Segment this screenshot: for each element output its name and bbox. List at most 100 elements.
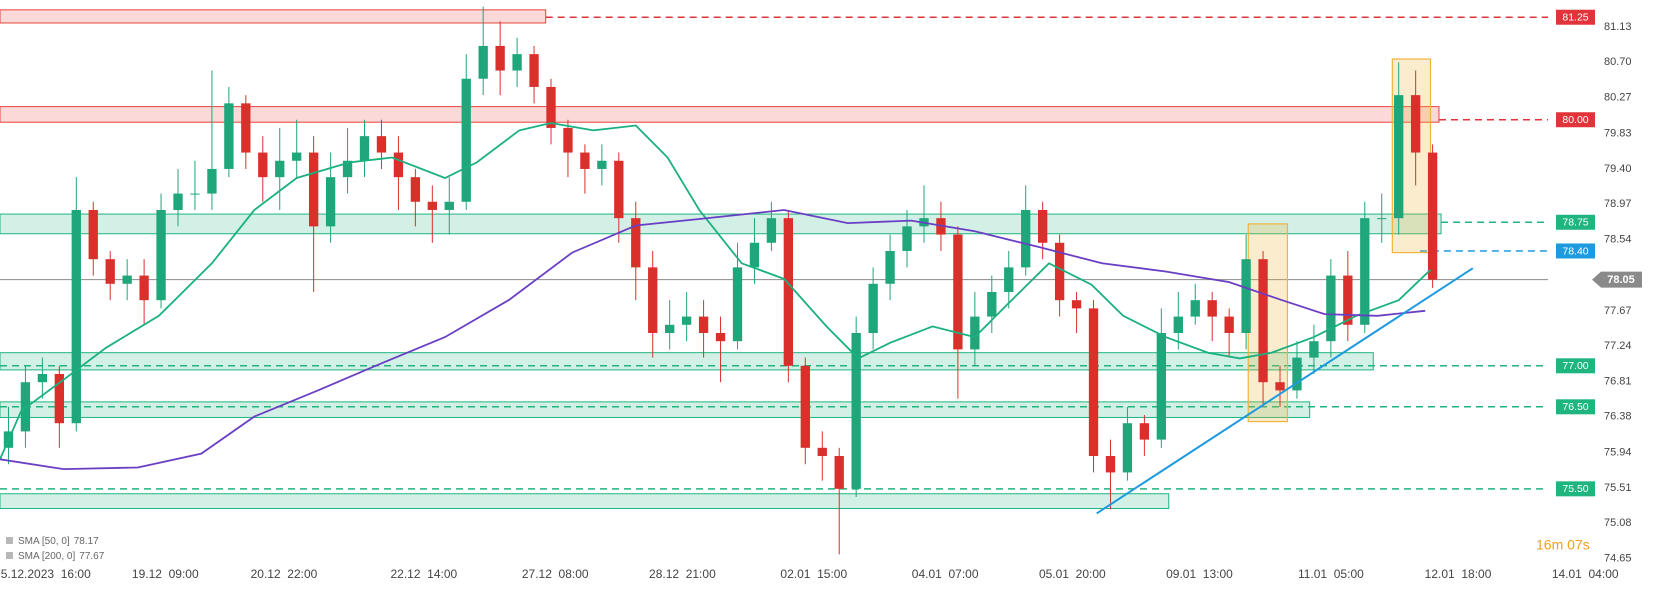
candle-body: [207, 168, 217, 194]
candle-body: [1207, 300, 1217, 317]
candle-body: [800, 365, 810, 448]
sma-line: [0, 209, 1426, 471]
candle-body: [105, 259, 115, 284]
candle-body: [1156, 332, 1167, 440]
candle-body: [71, 209, 81, 424]
candle-body: [868, 283, 878, 333]
candle-body: [54, 374, 65, 424]
x-tick-label: 02.01 15:00: [780, 567, 847, 581]
y-tick-label: 74.65: [1604, 552, 1632, 564]
candle-body: [1410, 95, 1421, 153]
candle-body: [173, 193, 183, 210]
candle-body: [597, 160, 607, 169]
x-tick-label: 28.12 21:00: [649, 567, 716, 581]
candle-body: [376, 136, 387, 153]
candle-body: [698, 316, 709, 333]
legend-name: SMA [50, 0]: [18, 536, 70, 547]
x-tick-label: 04.01 07:00: [912, 567, 979, 581]
y-tick-label: 78.54: [1604, 233, 1632, 245]
candle-body: [614, 160, 624, 219]
y-tick-label: 79.83: [1604, 128, 1632, 140]
x-tick-label: 12.01 18:00: [1425, 567, 1492, 581]
candle-body: [1292, 357, 1302, 391]
zone: [0, 213, 1442, 235]
level-label-bg: [1556, 214, 1595, 230]
zone: [0, 493, 1170, 510]
candle-body: [190, 193, 200, 195]
candle-body: [275, 160, 285, 178]
candle-body: [851, 332, 861, 489]
level-label: 80.00: [1562, 114, 1588, 126]
level-label-bg: [1556, 399, 1595, 415]
candle-body: [156, 209, 166, 301]
x-tick-label: 11.01 05:00: [1298, 567, 1364, 581]
legend-icon: [6, 552, 13, 559]
candle-body: [1309, 341, 1319, 358]
current-price-label: 78.05: [1607, 274, 1635, 286]
y-tick-label: 75.08: [1604, 517, 1632, 529]
price-axis: 81.13 80.70 80.27 79.83 79.40 78.97 78.54 77.67…: [1556, 9, 1642, 564]
candle-body: [444, 201, 454, 210]
legend-value: 78.17: [74, 536, 99, 547]
level-label-bg: [1556, 9, 1595, 25]
candle-body: [1071, 300, 1082, 309]
candle-body: [665, 324, 675, 333]
candle-body: [1377, 218, 1387, 220]
countdown-timer: 16m 07s: [1536, 537, 1590, 553]
candle-body: [1343, 275, 1353, 325]
level-label: 78.75: [1562, 217, 1588, 229]
candle-body: [766, 218, 777, 243]
candle-body: [325, 177, 336, 227]
x-tick-label: 05.01 20:00: [1039, 567, 1106, 581]
zone: [0, 106, 1440, 123]
level-label-bg: [1556, 481, 1595, 497]
y-tick-label: 78.97: [1604, 198, 1632, 210]
legend-entry: SMA [200, 0] 77.67: [18, 551, 105, 562]
candle-body: [224, 103, 234, 169]
level-label-bg: [1556, 358, 1595, 374]
candle-body: [529, 54, 539, 87]
candle-body: [987, 291, 997, 317]
y-tick-label: 76.38: [1604, 411, 1632, 423]
x-tick-label: 22.12 14:00: [390, 567, 457, 581]
candle-body: [37, 374, 48, 383]
candle-body: [1241, 259, 1251, 333]
y-tick-label: 80.70: [1604, 56, 1632, 68]
candle-body: [902, 226, 912, 251]
candle-body: [292, 152, 302, 161]
x-tick-label: 27.12 08:00: [522, 567, 589, 581]
candle-body: [88, 209, 98, 260]
level-label: 81.25: [1562, 12, 1588, 24]
candle-body: [546, 86, 556, 128]
candle-body: [1275, 382, 1285, 391]
candle-body: [1427, 152, 1438, 280]
level-label: 75.50: [1562, 483, 1588, 495]
legend-name: SMA [200, 0]: [18, 551, 75, 562]
candle-body: [342, 160, 353, 178]
candle-body: [1258, 259, 1268, 383]
candle-body: [1173, 316, 1183, 333]
candle-body: [953, 234, 963, 350]
plot-area: [0, 6, 1548, 555]
candle-body: [648, 267, 658, 333]
y-tick-label: 77.24: [1604, 340, 1632, 352]
candle-body: [681, 316, 692, 325]
candle-body: [732, 267, 743, 342]
y-tick-label: 75.51: [1604, 482, 1632, 494]
candle-body: [1360, 218, 1370, 325]
legend-value: 77.67: [79, 551, 104, 562]
candle-body: [478, 45, 488, 79]
candle-body: [715, 332, 726, 342]
y-tick-label: 79.40: [1604, 163, 1632, 175]
candle-body: [1037, 209, 1048, 243]
candle-body: [241, 103, 251, 153]
level-label-bg: [1556, 112, 1595, 128]
candle-body: [1122, 423, 1133, 473]
candle-body: [359, 136, 370, 161]
x-tick-label: 20.12 22:00: [251, 567, 318, 581]
level-label: 76.50: [1562, 401, 1588, 413]
y-tick-label: 76.81: [1604, 375, 1632, 387]
candle-body: [631, 218, 641, 268]
